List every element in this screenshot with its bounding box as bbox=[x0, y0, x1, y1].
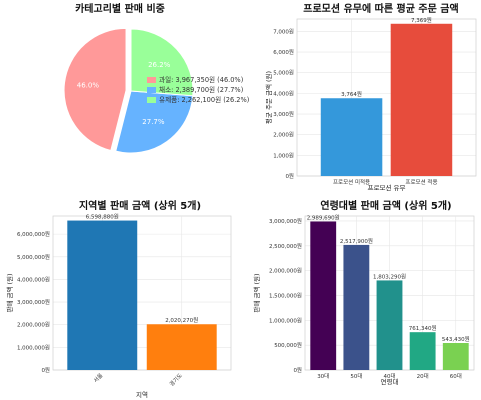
x-tick-label: 60대 bbox=[450, 372, 462, 380]
pie-pct-label: 27.7% bbox=[142, 118, 165, 126]
bar-value-label: 2,020,270원 bbox=[165, 316, 198, 324]
y-tick-label: 6,000원 bbox=[273, 48, 294, 56]
bar-value-label: 2,989,690원 bbox=[307, 213, 340, 221]
legend-label: 유제품: 2,262,100원 (26.2%) bbox=[159, 95, 249, 104]
bar-value-label: 761,340원 bbox=[409, 324, 437, 332]
x-axis-label: 프로모션 유무 bbox=[368, 183, 406, 192]
bar-value-label: 2,517,900원 bbox=[340, 237, 373, 245]
bar bbox=[67, 220, 138, 370]
bar bbox=[390, 23, 453, 176]
y-tick-label: 2,000,000원 bbox=[17, 321, 50, 329]
y-tick-label: 4,000원 bbox=[273, 89, 294, 97]
y-tick-label: 3,000,000원 bbox=[17, 298, 50, 306]
bar bbox=[146, 324, 217, 370]
bar bbox=[442, 343, 469, 370]
chart-title: 프로모션 유무에 따른 평균 주문 금액 bbox=[303, 2, 458, 15]
y-tick-label: 4,000,000원 bbox=[17, 275, 50, 283]
pie-slice bbox=[130, 28, 194, 97]
pie-pct-label: 46.0% bbox=[77, 82, 100, 90]
x-axis-label: 연령대 bbox=[381, 378, 399, 386]
y-tick-label: 3,000원 bbox=[273, 110, 294, 118]
bar bbox=[376, 280, 403, 370]
y-tick-label: 1,000,000원 bbox=[269, 316, 302, 324]
plot-frame bbox=[296, 18, 477, 177]
bar bbox=[409, 332, 436, 370]
y-tick-label: 1,000원 bbox=[273, 151, 294, 159]
y-tick-label: 500,000원 bbox=[274, 341, 302, 349]
bar-value-label: 6,598,880원 bbox=[86, 213, 119, 221]
legend-label: 채소: 2,389,700원 (27.7%) bbox=[159, 85, 243, 94]
y-axis-label: 평균 주문 금액 (원) bbox=[264, 71, 273, 124]
chart-title: 연령대별 판매 금액 (상위 5개) bbox=[320, 199, 451, 212]
x-tick-label: 50대 bbox=[350, 372, 362, 380]
legend-swatch bbox=[147, 77, 156, 83]
pie-pct-label: 26.2% bbox=[148, 61, 171, 69]
bar bbox=[343, 244, 370, 370]
y-tick-label: 7,000원 bbox=[273, 27, 294, 35]
y-tick-label: 0원 bbox=[285, 172, 294, 180]
y-tick-label: 3,000,000원 bbox=[269, 217, 302, 225]
plot-frame bbox=[52, 215, 232, 371]
y-tick-label: 0원 bbox=[41, 366, 50, 374]
y-tick-label: 2,000,000원 bbox=[269, 267, 302, 275]
bar-value-label: 1,803,290원 bbox=[373, 272, 406, 280]
pie-title: 카테고리별 판매 비중 bbox=[75, 2, 165, 15]
x-tick-label: 20대 bbox=[417, 372, 429, 380]
legend-swatch bbox=[147, 97, 156, 103]
bar bbox=[320, 98, 383, 176]
y-tick-label: 1,000,000원 bbox=[17, 343, 50, 351]
y-tick-label: 2,500,000원 bbox=[269, 242, 302, 250]
chart-title: 지역별 판매 금액 (상위 5개) bbox=[79, 199, 201, 212]
bar-value-label: 543,430원 bbox=[442, 335, 470, 343]
y-tick-label: 6,000,000원 bbox=[17, 230, 50, 238]
y-tick-label: 5,000,000원 bbox=[17, 253, 50, 261]
bar-value-label: 3,764원 bbox=[341, 90, 362, 98]
bar-value-label: 7,369원 bbox=[411, 16, 432, 24]
x-tick-label: 프로모션 적용 bbox=[405, 178, 437, 186]
y-tick-label: 2,000원 bbox=[273, 131, 294, 139]
x-tick-label: 40대 bbox=[383, 372, 395, 380]
bar bbox=[310, 221, 337, 370]
pie-slice bbox=[63, 27, 127, 152]
x-tick-label: 30대 bbox=[317, 372, 329, 380]
y-axis-label: 판매 금액 (원) bbox=[252, 273, 261, 312]
x-tick-label: 프로모션 미적용 bbox=[333, 178, 370, 186]
x-axis-label: 지역 bbox=[136, 390, 148, 399]
y-axis-label: 판매 금액 (원) bbox=[5, 273, 14, 312]
y-tick-label: 5,000원 bbox=[273, 69, 294, 77]
legend-label: 과일: 3,967,350원 (46.0%) bbox=[159, 75, 243, 84]
x-tick-label: 서울 bbox=[92, 371, 105, 384]
pie-slice bbox=[115, 90, 194, 154]
y-tick-label: 0원 bbox=[293, 366, 302, 374]
y-tick-label: 1,500,000원 bbox=[269, 291, 302, 299]
x-tick-label: 경기도 bbox=[167, 371, 183, 387]
legend-swatch bbox=[147, 87, 156, 93]
